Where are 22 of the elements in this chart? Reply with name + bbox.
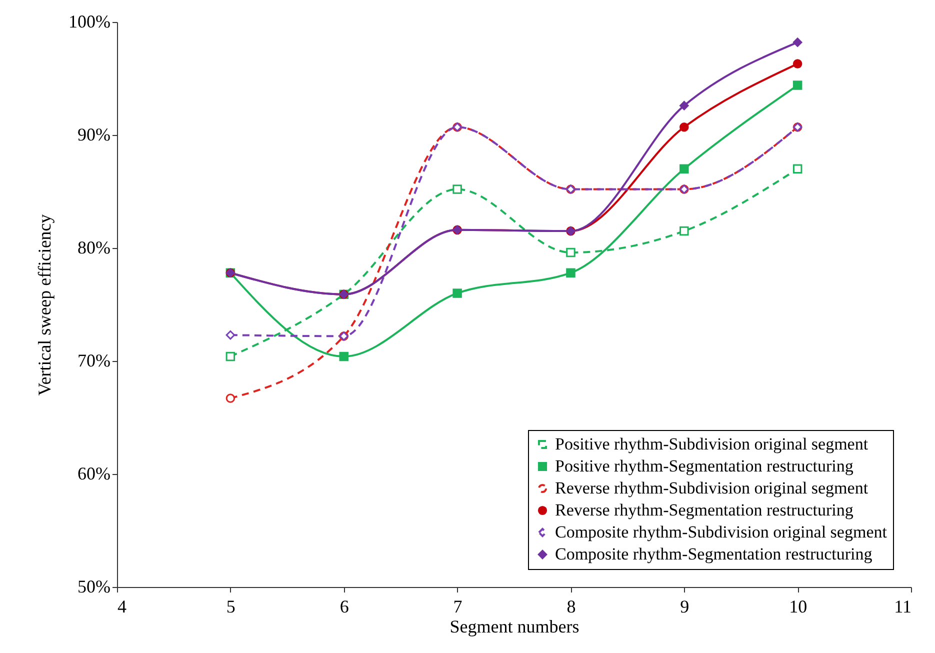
- x-tick-label: 6: [340, 596, 349, 616]
- legend-label: Positive rhythm-Subdivision original segment: [555, 434, 868, 454]
- x-tick-label: 4: [118, 596, 126, 616]
- legend-label: Positive rhythm-Segmentation restructuring: [555, 456, 854, 476]
- y-tick-label: 100%: [68, 12, 110, 32]
- legend-label: Composite rhythm-Subdivision original segment: [555, 522, 888, 542]
- legend-label: Reverse rhythm-Subdivision original segment: [555, 478, 868, 498]
- x-tick-label: 7: [453, 596, 462, 616]
- x-tick-label: 11: [894, 596, 912, 616]
- y-tick-label: 70%: [78, 350, 110, 370]
- legend-label: Composite rhythm-Segmentation restructuring: [555, 544, 873, 564]
- y-tick-label: 60%: [78, 464, 110, 484]
- y-tick-label: 50%: [78, 576, 110, 596]
- x-tick-label: 5: [226, 596, 236, 616]
- legend-label: Reverse rhythm-Segmentation restructuring: [555, 500, 854, 520]
- y-tick-label: 80%: [78, 238, 110, 258]
- x-axis-title: Segment numbers: [450, 616, 580, 636]
- x-tick-label: 8: [566, 596, 576, 616]
- x-tick-label: 10: [789, 596, 808, 616]
- y-axis-title: Vertical sweep efficiency: [34, 214, 55, 396]
- x-tick-label: 9: [680, 596, 690, 616]
- y-tick-label: 90%: [78, 124, 110, 144]
